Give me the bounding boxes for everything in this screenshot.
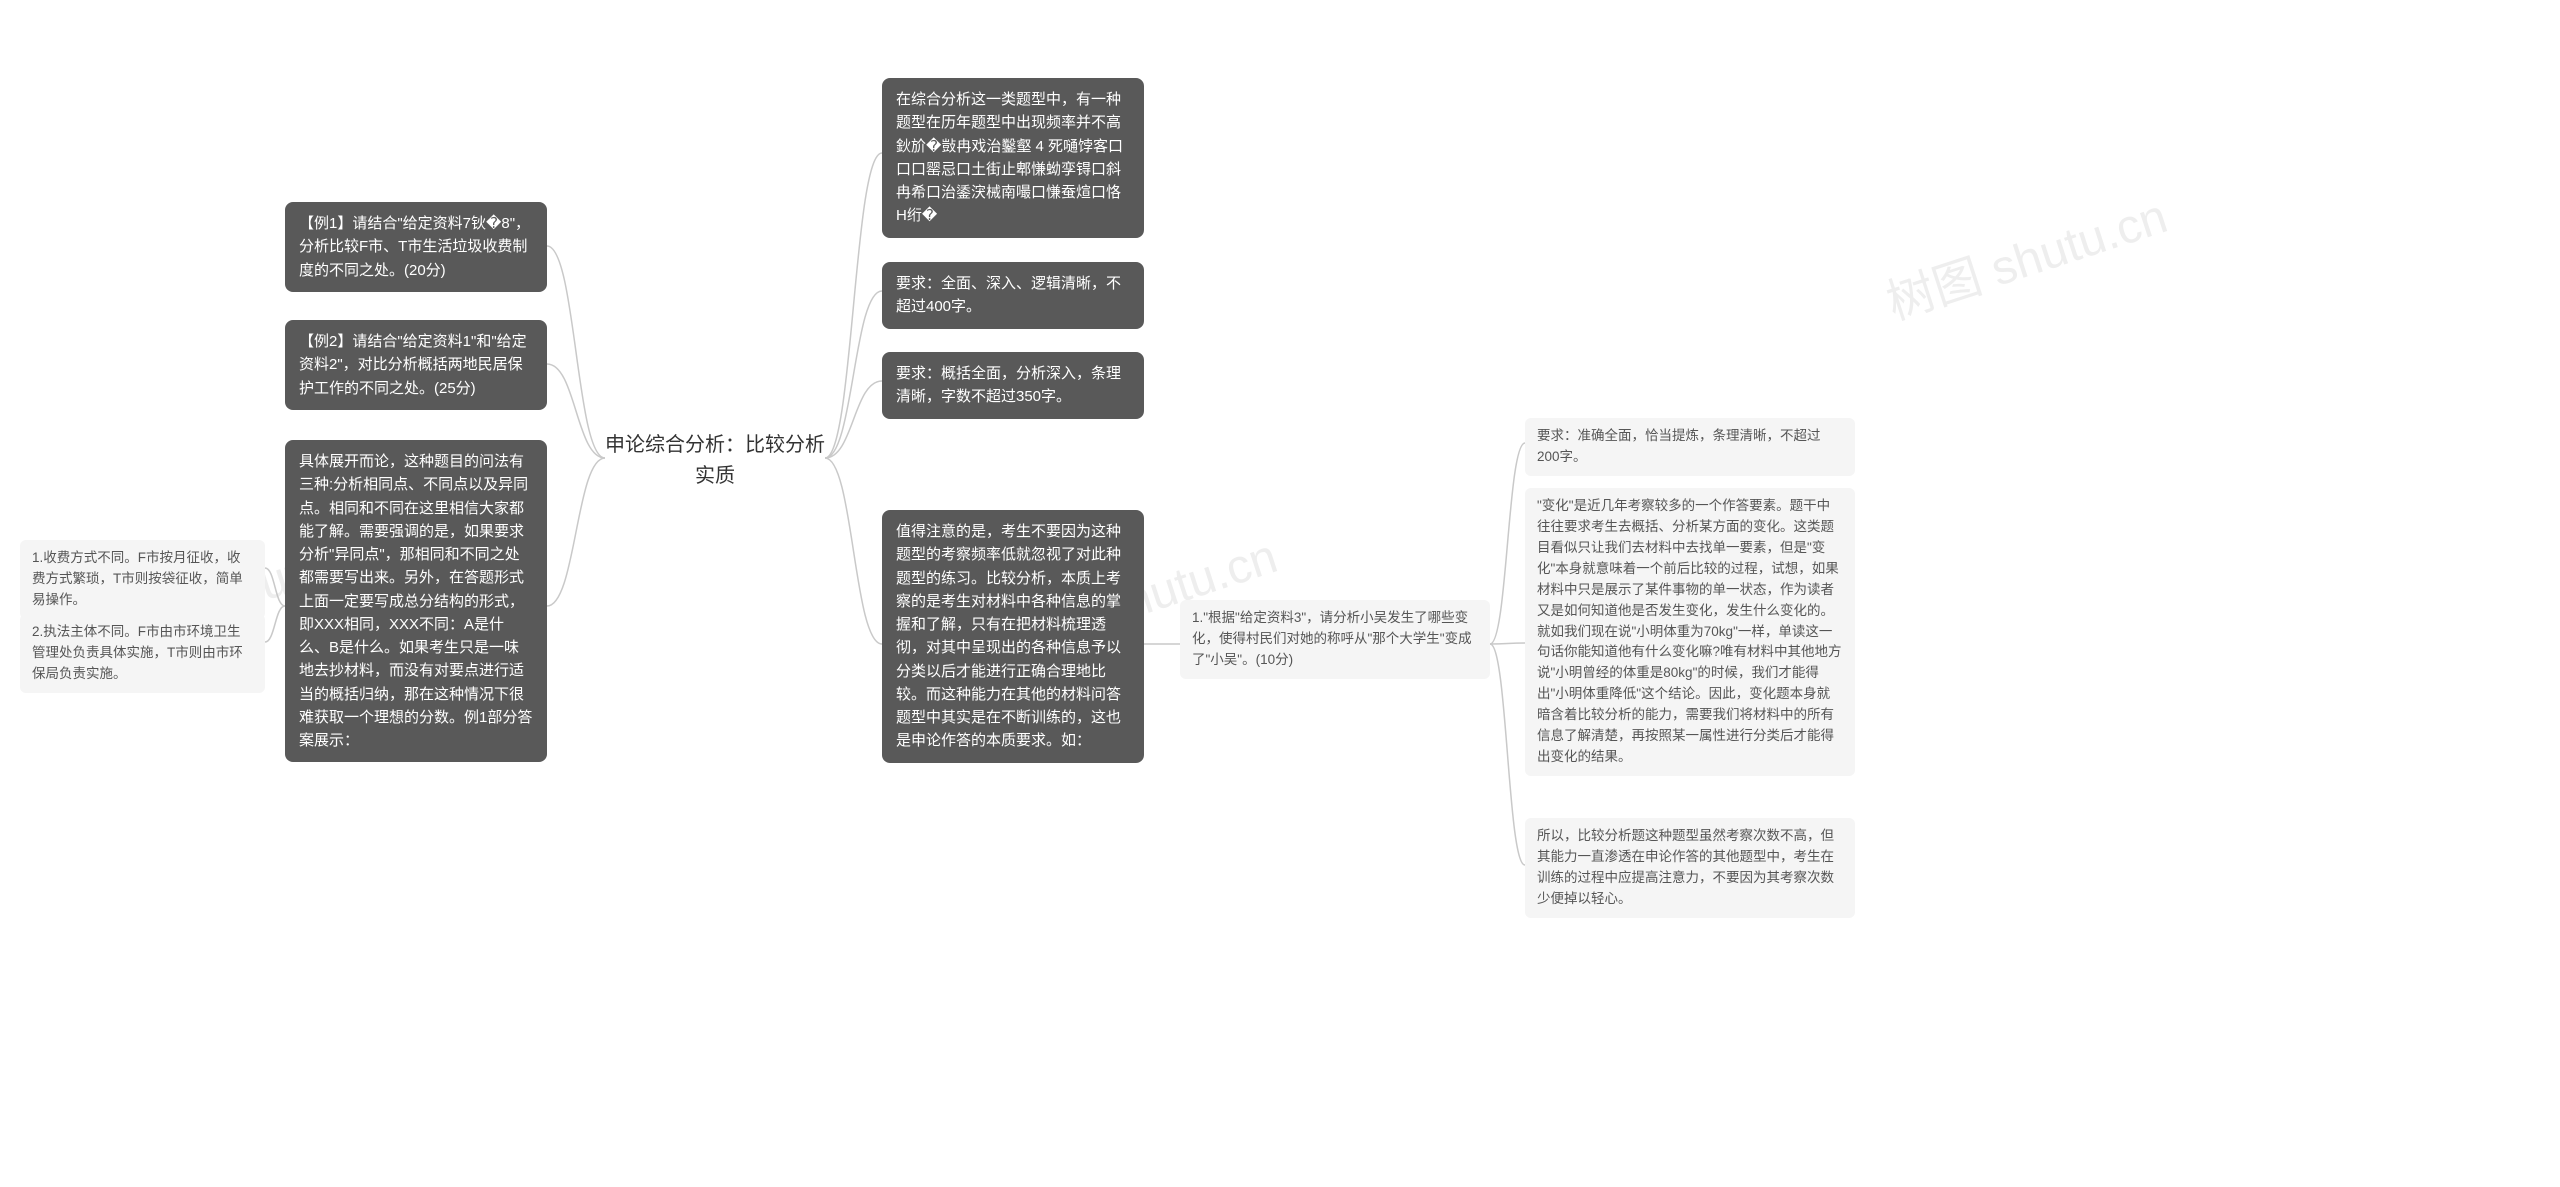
mindmap-diagram: 申论综合分析：比较分析 实质 【例1】请结合"给定资料7钬�8"，分析比较F市、…: [0, 0, 2560, 1187]
node-L1: 【例1】请结合"给定资料7钬�8"，分析比较F市、T市生活垃圾收费制度的不同之处…: [285, 202, 547, 292]
node-R4: 值得注意的是，考生不要因为这种题型的考察频率低就忽视了对此种题型的练习。比较分析…: [882, 510, 1144, 763]
node-R3: 要求：概括全面，分析深入，条理清晰，字数不超过350字。: [882, 352, 1144, 419]
node-R4a3: 所以，比较分析题这种题型虽然考察次数不高，但其能力一直渗透在申论作答的其他题型中…: [1525, 818, 1855, 918]
node-R4a2: "变化"是近几年考察较多的一个作答要素。题干中往往要求考生去概括、分析某方面的变…: [1525, 488, 1855, 776]
root-node: 申论综合分析：比较分析 实质: [605, 430, 825, 492]
node-L3: 具体展开而论，这种题目的问法有三种:分析相同点、不同点以及异同点。相同和不同在这…: [285, 440, 547, 762]
node-R4a: 1."根据"给定资料3"，请分析小吴发生了哪些变化，使得村民们对她的称呼从"那个…: [1180, 600, 1490, 679]
root-line1: 申论综合分析：比较分析: [605, 434, 825, 456]
node-R4a1: 要求：准确全面，恰当提炼，条理清晰，不超过200字。: [1525, 418, 1855, 476]
root-line2: 实质: [695, 465, 735, 487]
node-L3b: 2.执法主体不同。F市由市环境卫生管理处负责具体实施，T市则由市环保局负责实施。: [20, 614, 265, 693]
node-L3a: 1.收费方式不同。F市按月征收，收费方式繁琐，T市则按袋征收，简单易操作。: [20, 540, 265, 619]
node-R2: 要求：全面、深入、逻辑清晰，不超过400字。: [882, 262, 1144, 329]
node-L2: 【例2】请结合"给定资料1"和"给定资料2"，对比分析概括两地民居保护工作的不同…: [285, 320, 547, 410]
node-R1: 在综合分析这一类题型中，有一种题型在历年题型中出现频率并不高鈥斺�敱冉戏治鑿壑 …: [882, 78, 1144, 238]
